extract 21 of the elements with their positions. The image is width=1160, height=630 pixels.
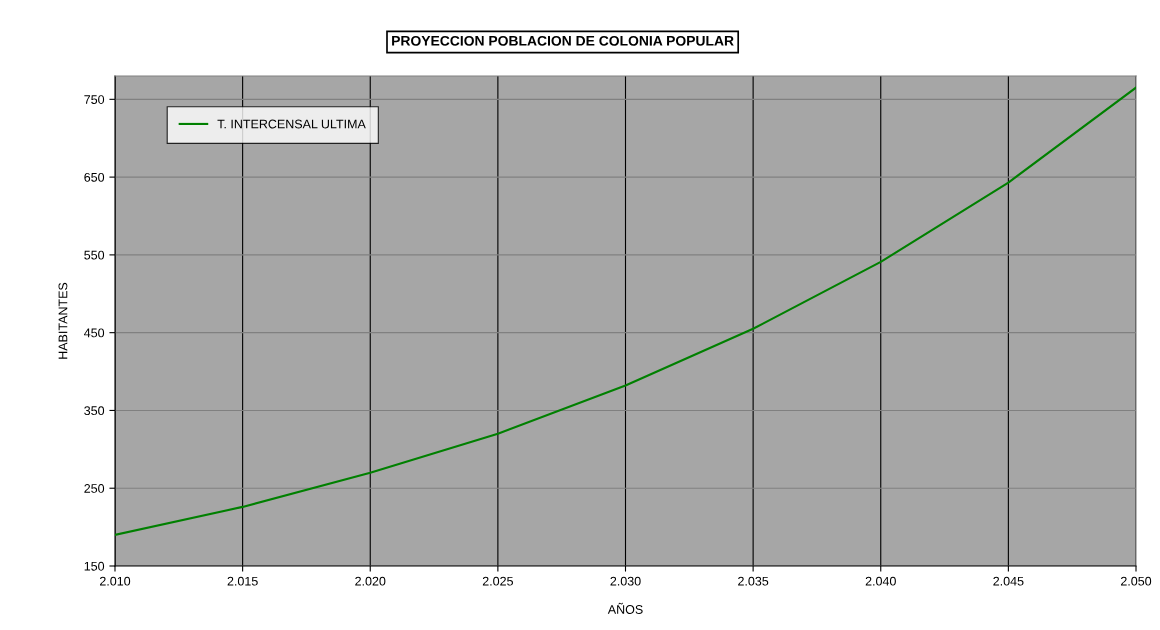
x-tick-label: 2.035 bbox=[738, 576, 769, 586]
x-tick-label: 2.045 bbox=[993, 576, 1024, 586]
x-axis-title: AÑOS bbox=[607, 602, 643, 614]
legend-label: T. INTERCENSAL ULTIMA bbox=[217, 119, 366, 129]
y-tick-label: 750 bbox=[84, 95, 105, 104]
x-tick-label: 2.010 bbox=[99, 576, 131, 586]
y-tick-label: 450 bbox=[84, 328, 105, 338]
y-tick-label: 250 bbox=[84, 484, 105, 493]
x-tick-label: 2.050 bbox=[1120, 576, 1152, 586]
y-axis-title: HABITANTES bbox=[58, 282, 68, 359]
y-tick-label: 350 bbox=[84, 406, 105, 416]
x-tick-label: 2.040 bbox=[865, 576, 896, 586]
x-tick-label: 2.030 bbox=[610, 576, 641, 586]
x-tick-label: 2.020 bbox=[355, 576, 386, 586]
line-series bbox=[115, 86, 1136, 536]
y-tick-label: 550 bbox=[84, 250, 105, 260]
chart-title: PROYECCION POBLACION DE COLONIA POPULAR bbox=[392, 35, 734, 46]
x-tick-label: 2.025 bbox=[482, 576, 513, 586]
y-tick-label: 650 bbox=[84, 172, 105, 182]
x-tick-label: 2.015 bbox=[227, 576, 258, 586]
y-tick-label: 150 bbox=[84, 561, 105, 571]
